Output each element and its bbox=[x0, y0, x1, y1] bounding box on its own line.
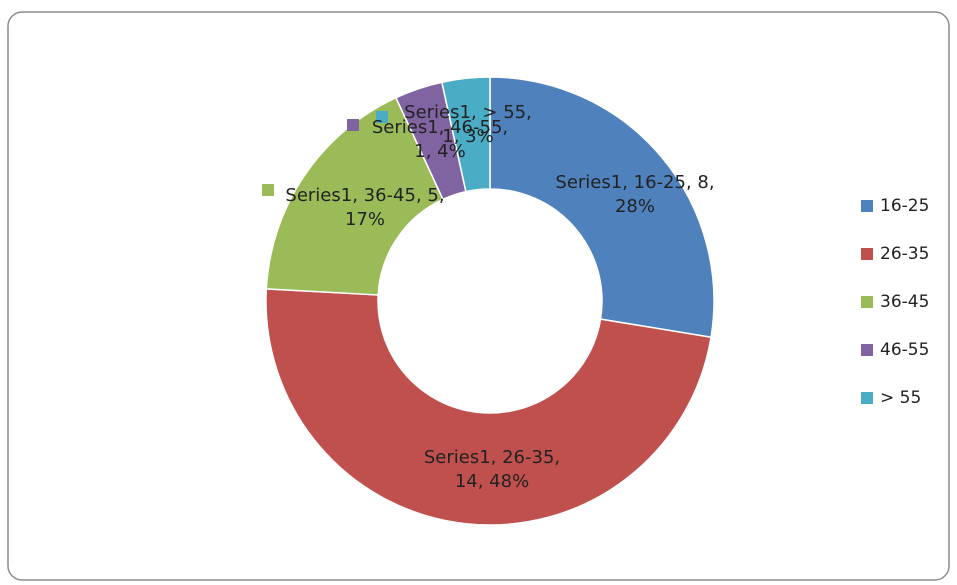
legend-swatch bbox=[861, 296, 873, 308]
legend-label: 36-45 bbox=[880, 292, 929, 312]
label-key bbox=[376, 111, 388, 123]
data-label: Series1, 36-45, 5, 17% bbox=[285, 185, 445, 230]
donut-slice bbox=[489, 76, 715, 339]
donut-slice bbox=[265, 288, 712, 526]
legend-label: > 55 bbox=[880, 388, 921, 408]
data-label: Series1, 46-55, 1, 4% bbox=[371, 117, 509, 162]
data-label: Series1, 16-25, 8, 28% bbox=[555, 172, 715, 217]
legend-swatch bbox=[861, 392, 873, 404]
legend-swatch bbox=[861, 248, 873, 260]
label-key bbox=[262, 184, 274, 196]
data-label: Series1, > 55, 1, 3% bbox=[404, 102, 532, 147]
legend-swatch bbox=[861, 200, 873, 212]
legend-label: 46-55 bbox=[880, 340, 929, 360]
legend-swatch bbox=[861, 344, 873, 356]
chart-border bbox=[7, 11, 950, 581]
legend-label: 26-35 bbox=[880, 244, 929, 264]
legend-label: 16-25 bbox=[880, 196, 929, 216]
label-key bbox=[347, 119, 359, 131]
donut-slice bbox=[440, 76, 491, 193]
data-label: Series1, 26-35, 14, 48% bbox=[423, 447, 561, 492]
donut-slice bbox=[265, 96, 444, 296]
